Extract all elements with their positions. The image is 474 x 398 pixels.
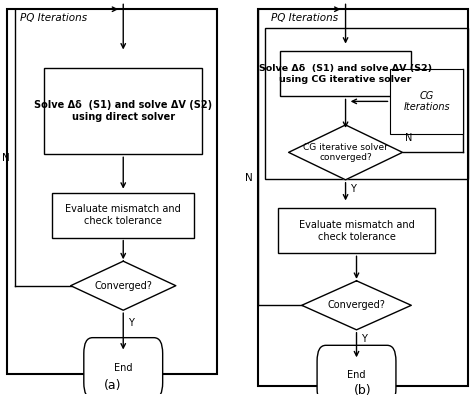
Text: End: End [347, 370, 366, 380]
Text: CG iterative solver
converged?: CG iterative solver converged? [303, 142, 388, 162]
Text: Evaluate mismatch and
check tolerance: Evaluate mismatch and check tolerance [65, 204, 181, 226]
FancyBboxPatch shape [278, 208, 436, 254]
Text: Converged?: Converged? [94, 281, 152, 291]
Text: PQ Iterations: PQ Iterations [271, 13, 338, 23]
Text: N: N [246, 173, 253, 183]
Polygon shape [302, 281, 411, 330]
Text: N: N [405, 133, 412, 142]
Text: (a): (a) [103, 378, 121, 392]
Text: (b): (b) [354, 384, 372, 398]
Text: Converged?: Converged? [328, 300, 385, 310]
Text: Y: Y [350, 184, 356, 194]
Text: Y: Y [128, 318, 134, 328]
Text: PQ Iterations: PQ Iterations [20, 13, 87, 23]
FancyBboxPatch shape [45, 68, 202, 154]
Polygon shape [71, 261, 176, 310]
FancyBboxPatch shape [84, 338, 163, 398]
Text: N: N [2, 153, 10, 163]
Text: Y: Y [361, 334, 367, 344]
FancyBboxPatch shape [280, 51, 411, 96]
Text: CG
Iterations: CG Iterations [403, 91, 450, 112]
FancyBboxPatch shape [52, 193, 194, 238]
Text: End: End [114, 363, 133, 373]
FancyBboxPatch shape [391, 69, 463, 134]
Polygon shape [289, 125, 402, 180]
Text: Solve Δδ  (S1) and solve ΔV (S2)
using direct solver: Solve Δδ (S1) and solve ΔV (S2) using di… [34, 100, 212, 122]
Text: Solve Δδ  (S1) and solve ΔV (S2)
using CG iterative solver: Solve Δδ (S1) and solve ΔV (S2) using CG… [259, 64, 432, 84]
Text: Evaluate mismatch and
check tolerance: Evaluate mismatch and check tolerance [299, 220, 414, 242]
FancyBboxPatch shape [317, 345, 396, 398]
